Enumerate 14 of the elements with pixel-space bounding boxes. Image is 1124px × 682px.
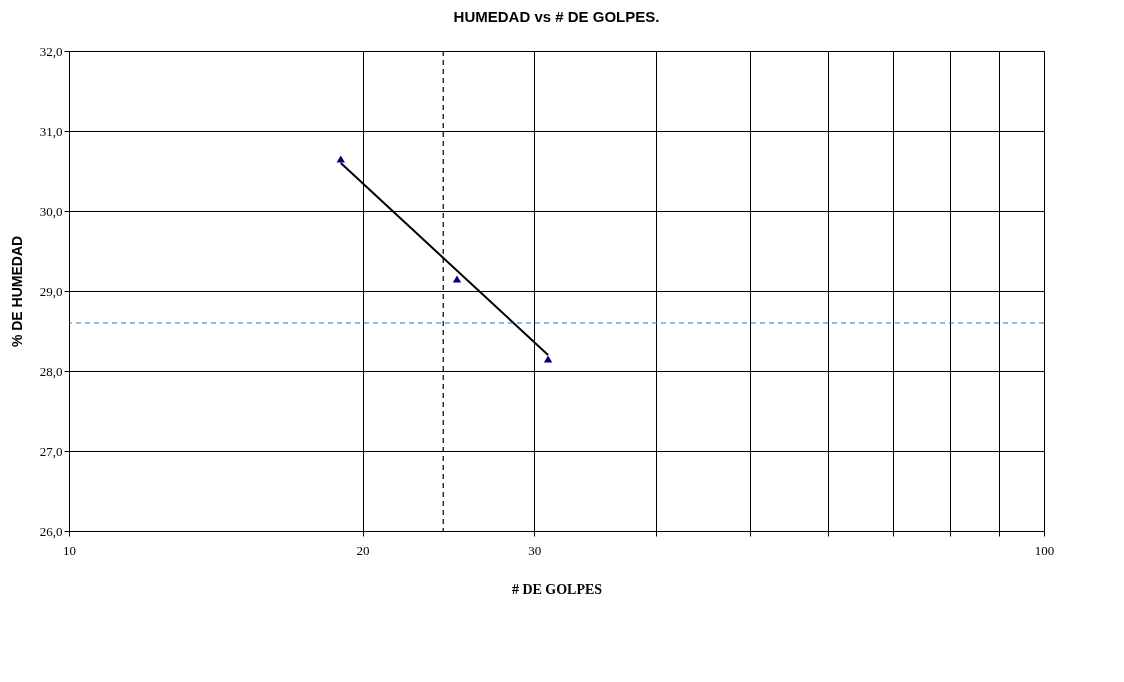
chart-title: HUMEDAD vs # DE GOLPES. [453,8,660,25]
y-tick-label: 29,0 [39,283,63,299]
y-tick-label: 32,0 [39,43,63,59]
x-tick-label: 20 [356,542,370,558]
x-tick-label: 100 [1034,542,1055,558]
y-tick-label: 31,0 [39,123,63,139]
y-tick-label: 26,0 [39,523,63,539]
y-axis-title: % DE HUMEDAD [8,235,25,348]
x-tick-label: 30 [528,542,542,558]
y-tick-label: 28,0 [39,363,63,379]
x-axis-title: # DE GOLPES [511,581,603,597]
y-tick-label: 27,0 [39,443,63,459]
x-tick-label: 10 [63,542,76,558]
y-tick-label: 30,0 [39,203,63,219]
